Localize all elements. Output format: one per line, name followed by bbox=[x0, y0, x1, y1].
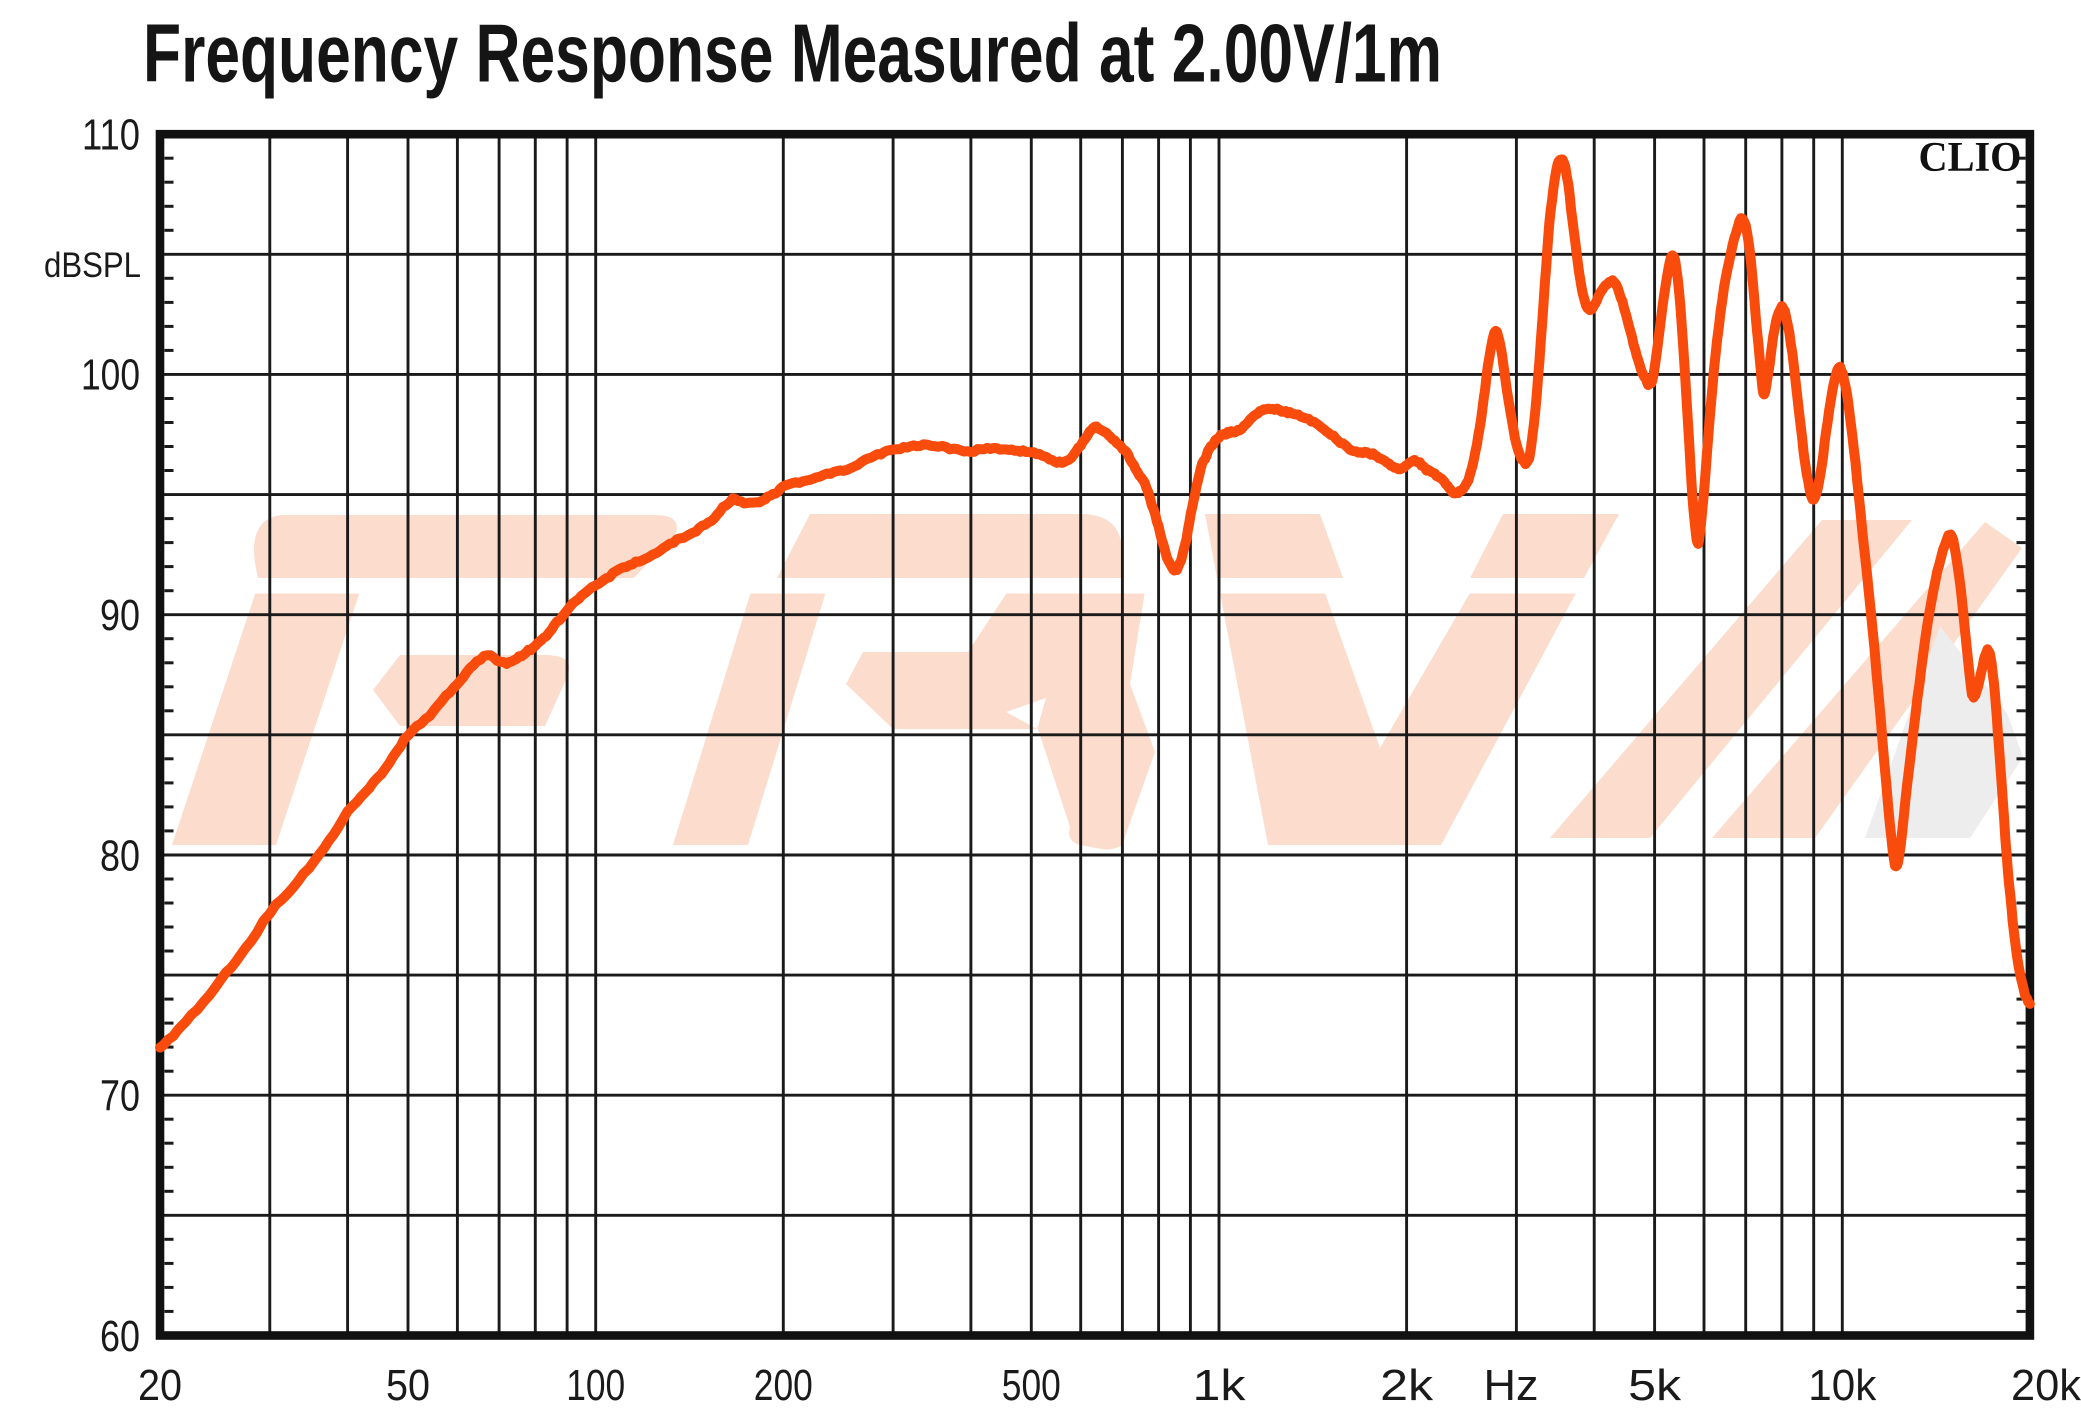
svg-text:110: 110 bbox=[82, 111, 140, 160]
svg-text:5k: 5k bbox=[1628, 1361, 1682, 1410]
svg-text:90: 90 bbox=[100, 591, 140, 640]
svg-text:Frequency Response Measured at: Frequency Response Measured at 2.00V/1m bbox=[143, 7, 1442, 100]
svg-text:1k: 1k bbox=[1193, 1361, 1247, 1410]
svg-text:100: 100 bbox=[81, 351, 140, 400]
svg-text:200: 200 bbox=[754, 1361, 813, 1410]
svg-text:70: 70 bbox=[100, 1072, 140, 1121]
svg-text:20k: 20k bbox=[2011, 1361, 2081, 1410]
svg-text:100: 100 bbox=[566, 1361, 625, 1410]
svg-text:2k: 2k bbox=[1380, 1361, 1434, 1410]
svg-text:80: 80 bbox=[100, 831, 140, 880]
svg-text:10k: 10k bbox=[1808, 1361, 1877, 1410]
svg-text:50: 50 bbox=[386, 1361, 430, 1410]
svg-text:60: 60 bbox=[100, 1312, 140, 1361]
svg-text:20: 20 bbox=[138, 1361, 182, 1410]
svg-text:500: 500 bbox=[1002, 1361, 1061, 1410]
svg-text:CLIO: CLIO bbox=[1919, 135, 2022, 181]
svg-text:Hz: Hz bbox=[1484, 1361, 1539, 1410]
svg-text:dBSPL: dBSPL bbox=[44, 246, 141, 285]
